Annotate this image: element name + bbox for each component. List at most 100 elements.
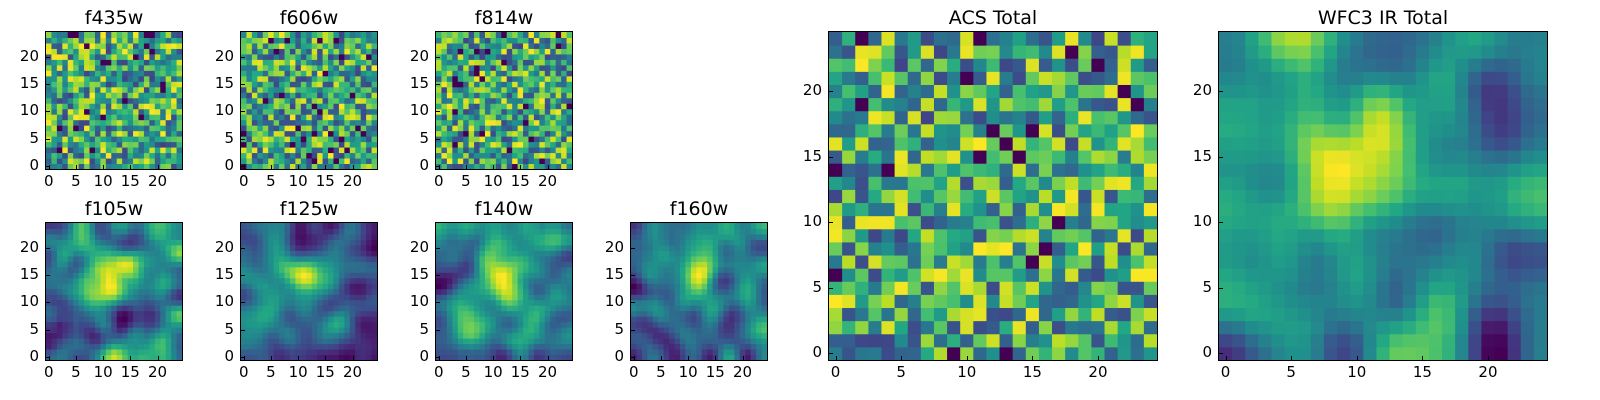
heatmap-cell: [273, 92, 280, 99]
x-tick-label: 5: [266, 172, 276, 190]
heatmap-cell: [829, 176, 843, 190]
heatmap-cell: [279, 239, 286, 246]
heatmap-cell: [973, 281, 987, 295]
heatmap-cell: [328, 255, 334, 262]
heatmap-cell: [474, 250, 481, 257]
heatmap-cell: [138, 294, 145, 301]
heatmap-cell: [300, 92, 307, 99]
heatmap-cell: [652, 294, 659, 301]
heatmap-cell: [457, 64, 464, 71]
heatmap-cell: [100, 343, 107, 350]
heatmap-cell: [171, 59, 178, 66]
heatmap-cell: [344, 48, 351, 55]
heatmap-cell: [986, 255, 1001, 269]
heatmap-cell: [127, 283, 134, 290]
heatmap-cell: [366, 250, 373, 257]
heatmap-cell: [441, 327, 448, 334]
heatmap-cell: [436, 223, 442, 229]
heatmap-cell: [1052, 215, 1066, 230]
heatmap-cell: [641, 332, 648, 339]
heatmap-cell: [138, 349, 145, 356]
heatmap-cell: [246, 32, 253, 38]
heatmap-cell: [127, 86, 134, 93]
heatmap-cell: [306, 305, 313, 312]
heatmap-cell: [143, 75, 150, 82]
heatmap-cell: [723, 244, 730, 251]
heatmap-cell: [349, 42, 356, 49]
heatmap-cell: [360, 136, 367, 143]
heatmap-cell: [100, 97, 107, 104]
heatmap-cell: [539, 349, 546, 356]
heatmap-cell: [295, 228, 302, 235]
heatmap-cell: [745, 283, 752, 290]
heatmap-cell: [246, 349, 253, 356]
heatmap-cell: [111, 53, 118, 60]
heatmap-cell: [506, 305, 513, 312]
heatmap-cell: [116, 294, 123, 301]
heatmap-cell: [257, 32, 264, 38]
heatmap-cell: [100, 103, 107, 110]
heatmap-cell: [251, 86, 258, 93]
heatmap-cell: [246, 37, 253, 44]
heatmap-cell: [111, 250, 118, 257]
heatmap-cell: [149, 228, 156, 235]
heatmap-cell: [457, 321, 464, 328]
heatmap-cell: [56, 125, 63, 132]
heatmap-cell: [306, 114, 313, 121]
heatmap-cell: [127, 255, 134, 262]
heatmap-cell: [463, 64, 470, 71]
heatmap-cell: [734, 305, 741, 312]
heatmap-cell: [371, 283, 377, 290]
heatmap-cell: [501, 48, 508, 55]
heatmap-cell: [479, 37, 486, 44]
heatmap-cell: [122, 316, 129, 323]
heatmap-cell: [127, 277, 134, 284]
heatmap-cell: [111, 327, 118, 334]
heatmap-cell: [707, 261, 714, 268]
heatmap-cell: [479, 266, 486, 273]
heatmap-cell: [73, 343, 80, 350]
heatmap-cell: [289, 108, 296, 115]
heatmap-cell: [51, 119, 58, 126]
heatmap-cell: [842, 202, 856, 217]
heatmap-cell: [84, 97, 91, 104]
heatmap-cell: [306, 81, 313, 88]
heatmap-cell: [495, 130, 502, 137]
heatmap-cell: [67, 338, 74, 345]
heatmap-cell: [441, 305, 448, 312]
heatmap-cell: [652, 283, 659, 290]
heatmap-cell: [555, 255, 562, 262]
heatmap-cell: [728, 223, 735, 229]
heatmap-cell: [457, 141, 464, 148]
heatmap-cell: [855, 333, 869, 348]
heatmap-cell: [894, 241, 909, 256]
heatmap-cell: [355, 354, 362, 360]
heatmap-cell: [317, 119, 324, 126]
heatmap-cell: [344, 53, 351, 60]
heatmap-cell: [479, 228, 486, 235]
heatmap-cell: [333, 223, 340, 229]
heatmap-cell: [517, 114, 524, 121]
heatmap-cell: [251, 266, 258, 273]
heatmap-cell: [745, 327, 752, 334]
heatmap-cell: [328, 338, 334, 345]
heatmap-cell: [105, 233, 112, 240]
heatmap-cell: [528, 321, 535, 328]
heatmap-cell: [555, 228, 562, 235]
y-tick-mark: [46, 138, 50, 140]
heatmap-cell: [295, 48, 302, 55]
heatmap-cell: [718, 288, 724, 295]
heatmap-cell: [723, 228, 730, 235]
heatmap-cell: [663, 349, 670, 356]
y-tick-label: 20: [214, 237, 234, 256]
heatmap-cell: [920, 163, 935, 177]
heatmap-cell: [561, 343, 568, 350]
heatmap-cell: [78, 119, 85, 126]
heatmap-cell: [56, 53, 63, 60]
heatmap-cell: [100, 239, 107, 246]
heatmap-cell: [484, 70, 491, 77]
heatmap-cell: [756, 233, 763, 240]
heatmap-cell: [338, 163, 345, 169]
heatmap-plot: [435, 222, 573, 361]
heatmap-cell: [685, 349, 692, 356]
